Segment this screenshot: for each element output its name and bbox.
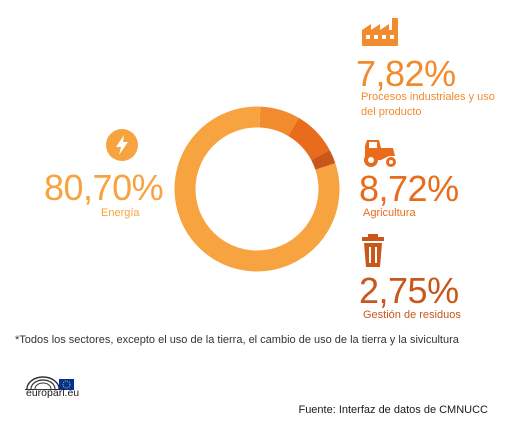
agricultura-value: 8,72% xyxy=(359,168,459,209)
slice-agricultura xyxy=(287,117,330,161)
procesos-label-line1: Procesos industriales y uso xyxy=(361,91,495,103)
agricultura-label: Agricultura xyxy=(363,207,416,219)
procesos-label-line2: del producto xyxy=(361,106,422,118)
residuos-label: Gestión de residuos xyxy=(363,309,461,321)
energia-value: 80,70% xyxy=(44,167,164,208)
slice-residuos xyxy=(311,150,336,170)
agricultura-icon-badge xyxy=(359,138,399,173)
brand-text: europarl.eu xyxy=(26,387,80,399)
lightning-icon xyxy=(106,129,138,161)
procesos-icon-badge xyxy=(360,18,402,51)
parliament-hemicycle-icon xyxy=(25,376,74,390)
energia-label: Energía xyxy=(101,207,140,219)
europarl-logo xyxy=(25,371,75,396)
slice-procesos xyxy=(259,106,299,137)
tractor-icon xyxy=(364,140,396,167)
energia-icon-badge xyxy=(105,128,139,167)
procesos-value: 7,82% xyxy=(356,53,456,94)
residuos-value: 2,75% xyxy=(359,270,459,311)
trash-bin-icon xyxy=(362,234,384,267)
slice-energia xyxy=(174,106,340,272)
source-text: Fuente: Interfaz de datos de CMNUCC xyxy=(298,404,488,416)
factory-icon xyxy=(362,18,398,46)
residuos-icon-badge xyxy=(360,234,386,273)
footnote: *Todos los sectores, excepto el uso de l… xyxy=(15,334,459,346)
